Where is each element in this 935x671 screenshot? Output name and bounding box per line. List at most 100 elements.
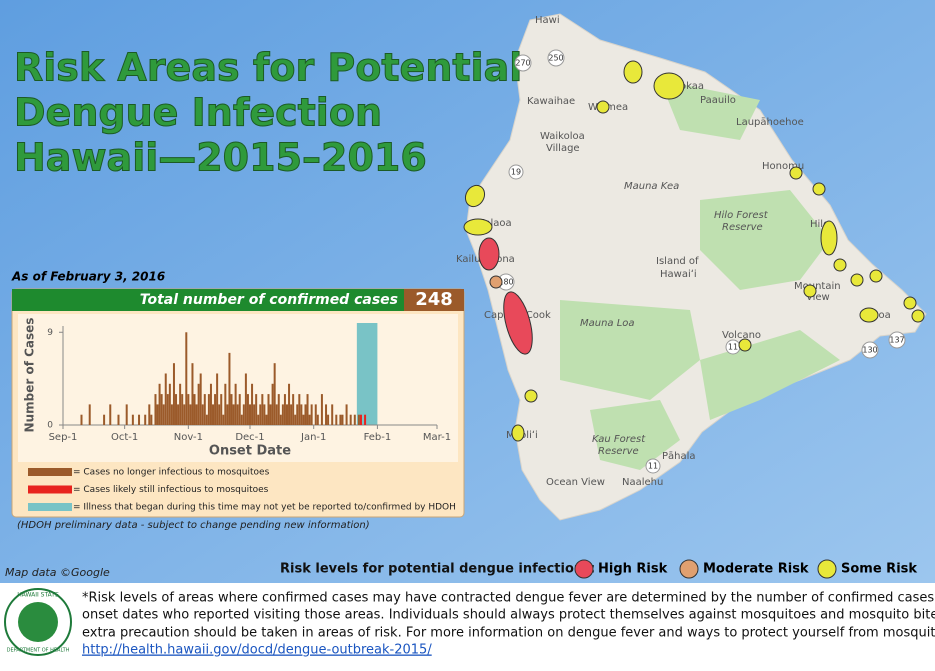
bar (150, 414, 153, 425)
place: Ocean View (546, 477, 605, 488)
bar (197, 383, 200, 425)
bar (325, 404, 328, 425)
footer-line: extra precaution should be taken in area… (82, 626, 935, 641)
footer-line: onset dates who reported visiting those … (82, 608, 935, 623)
as-of: As of February 3, 2016 (11, 270, 165, 284)
risk-areas (463, 60, 925, 442)
x-tick-label: Nov-1 (174, 432, 203, 443)
bar (170, 404, 173, 425)
bar (271, 383, 274, 425)
footer-bg (0, 583, 935, 671)
bar (345, 404, 348, 425)
bar (251, 383, 254, 425)
bar (327, 414, 330, 425)
bar (253, 404, 256, 425)
place: Kalaoa (478, 218, 512, 229)
bar (220, 394, 223, 425)
bar (148, 404, 151, 425)
place: Honomu (762, 161, 804, 172)
bar (244, 373, 247, 425)
y-tick-label: 0 (47, 421, 53, 431)
shield (547, 49, 565, 67)
title-line: Risk Areas for Potential (14, 46, 522, 90)
logo: HAWAII STATE DEPARTMENT OF HEALTH (4, 588, 72, 656)
bar (273, 363, 276, 425)
place: Volcano (722, 330, 761, 341)
place: Hilo (810, 219, 829, 230)
bar (265, 414, 268, 425)
some-risk-area (859, 307, 879, 323)
plot-bg (18, 314, 458, 462)
forest (560, 80, 840, 470)
legend-swatch (817, 559, 837, 579)
legend-label: = Cases likely still infectious to mosqu… (73, 485, 269, 495)
bar (226, 404, 229, 425)
road: 137 (889, 336, 904, 345)
bar (359, 414, 362, 425)
some-risk-area (464, 184, 486, 208)
bar (201, 404, 204, 425)
some-risk-area (803, 284, 817, 298)
place: Mauna Kea (624, 181, 679, 192)
bar (290, 404, 293, 425)
bar (283, 394, 286, 425)
road: 250 (548, 54, 563, 63)
place: Waikoloa (540, 131, 585, 142)
bar (349, 414, 352, 425)
bar (275, 404, 278, 425)
x-tick-label: Oct-1 (111, 432, 138, 443)
shield (645, 458, 661, 474)
bar (257, 414, 260, 425)
bar (158, 383, 161, 425)
bar (175, 394, 178, 425)
bar (156, 404, 159, 425)
bar (203, 394, 206, 425)
some-risk-area (653, 72, 685, 100)
chart: Total number of confirmed cases 248 Numb… (11, 288, 465, 531)
bar (230, 394, 233, 425)
bar (288, 383, 291, 425)
place: Reserve (722, 222, 763, 233)
some-risk-area (738, 338, 752, 352)
bar (88, 404, 91, 425)
bar (279, 414, 282, 425)
shield (888, 331, 906, 349)
logo-text: HAWAII STATE (17, 592, 59, 599)
bar (263, 404, 266, 425)
bar (177, 404, 180, 425)
road: 270 (515, 59, 530, 68)
legend-swatch (28, 468, 72, 476)
footer-link[interactable]: http://health.hawaii.gov/docd/dengue-out… (82, 643, 432, 658)
some-risk-area (850, 273, 864, 287)
bar (269, 404, 272, 425)
bar (224, 383, 227, 425)
road: 19 (511, 168, 521, 177)
x-tick-label: Feb-1 (364, 432, 392, 443)
some-risk-area (812, 182, 826, 196)
bar (144, 414, 147, 425)
some-risk-area (524, 389, 538, 403)
bar (187, 394, 190, 425)
place: Mountain (794, 281, 841, 292)
place: Hawaiʻi (660, 269, 697, 280)
bar (238, 394, 241, 425)
bar (364, 414, 367, 425)
bar (209, 383, 212, 425)
moderate-risk-area (489, 275, 503, 289)
bar (240, 414, 243, 425)
bar (164, 373, 167, 425)
legend-swatch (28, 503, 72, 511)
bar (310, 404, 313, 425)
title: Risk Areas for Potential Dengue Infectio… (14, 45, 523, 180)
bar (168, 383, 171, 425)
total: 248 (415, 289, 453, 310)
place: Village (546, 143, 580, 154)
bar (183, 404, 186, 425)
bar (154, 394, 157, 425)
pending-period (356, 323, 378, 425)
y-axis-label: Number of Cases (23, 318, 37, 433)
bar (300, 404, 303, 425)
bar (166, 394, 169, 425)
title-line: Dengue Infection (14, 91, 382, 135)
